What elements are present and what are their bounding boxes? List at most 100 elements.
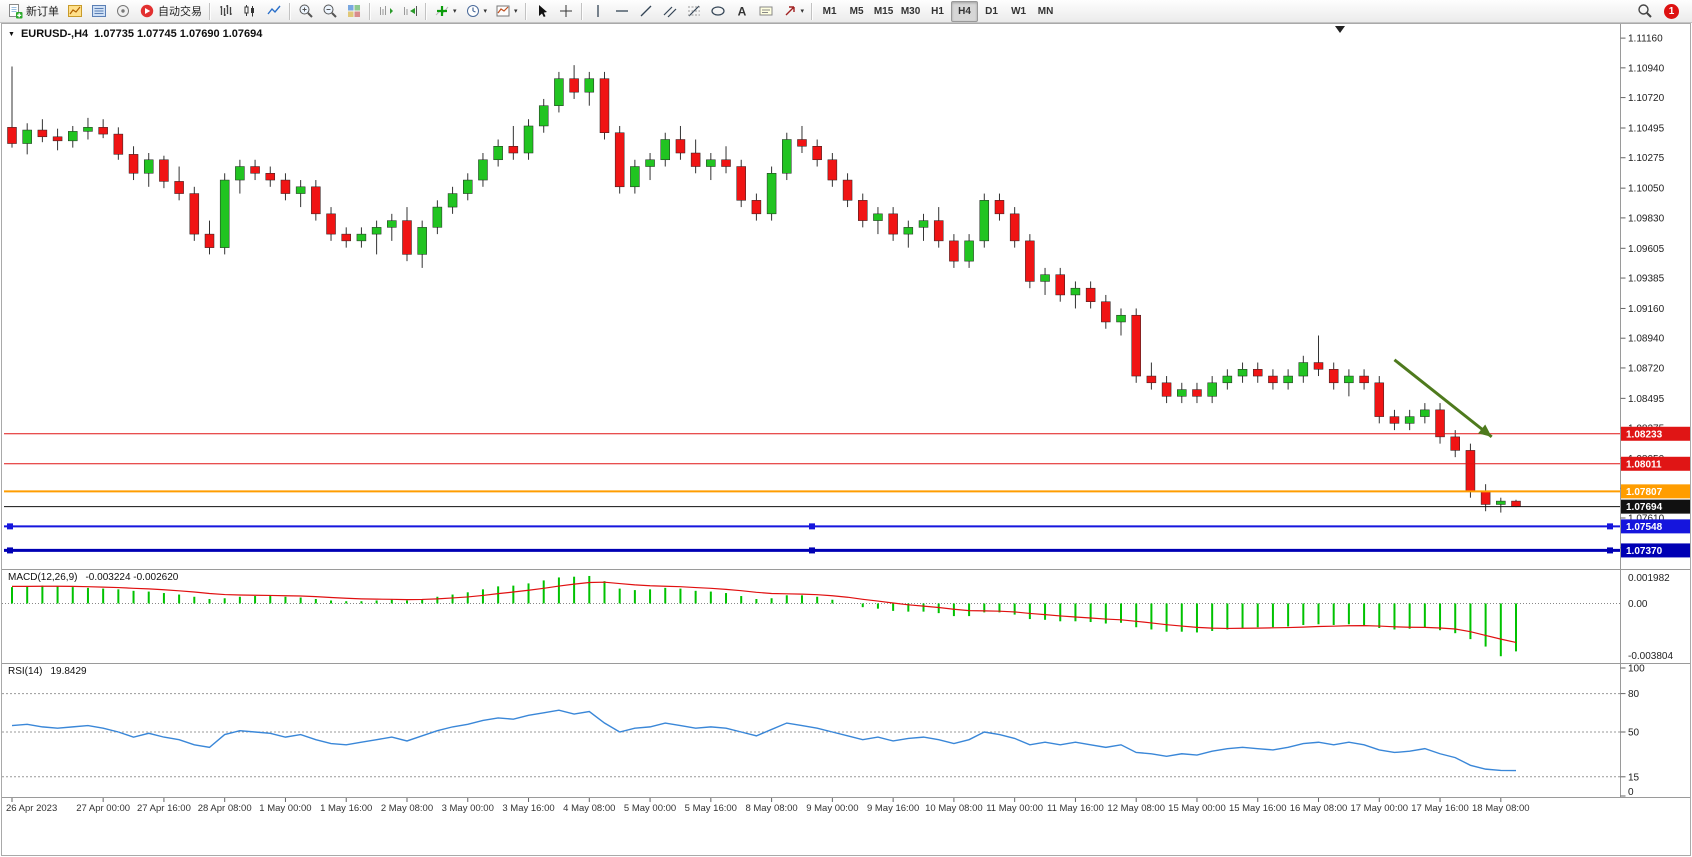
text-label-tool-button[interactable] <box>754 1 778 22</box>
ellipse-shape-icon <box>710 6 725 16</box>
periods-caret-icon: ▾ <box>483 8 488 15</box>
svg-text:12 May 08:00: 12 May 08:00 <box>1107 803 1165 814</box>
candlestick-chart-button[interactable] <box>238 1 262 22</box>
svg-text:1.10495: 1.10495 <box>1628 124 1665 135</box>
trendline-tool-button[interactable] <box>634 1 658 22</box>
toolbar-separator <box>209 2 211 20</box>
horizontal-line-tool-button[interactable] <box>610 1 634 22</box>
timeframe-mn-button[interactable]: MN <box>1032 1 1059 22</box>
timeframe-m1-button[interactable]: M1 <box>816 1 843 22</box>
fibonacci-tool-button[interactable] <box>682 1 706 22</box>
timeframe-group: M1 M5 M15 M30 H1 H4 D1 W1 MN <box>816 0 1059 22</box>
auto-scroll-icon <box>380 6 393 15</box>
svg-text:1.10940: 1.10940 <box>1628 63 1665 74</box>
svg-text:50: 50 <box>1628 728 1640 739</box>
svg-text:27 Apr 00:00: 27 Apr 00:00 <box>76 803 130 814</box>
svg-text:28 Apr 08:00: 28 Apr 08:00 <box>198 803 252 814</box>
horizontal-line-1.07807[interactable]: 1.07807 <box>4 484 1690 499</box>
chart-symbol-period: EURUSD-,H4 <box>20 28 89 40</box>
navigator-button[interactable] <box>111 1 135 22</box>
navigator-icon <box>117 5 129 17</box>
timeframe-w1-button[interactable]: W1 <box>1005 1 1032 22</box>
cursor-icon <box>538 5 547 17</box>
svg-text:16 May 08:00: 16 May 08:00 <box>1290 803 1348 814</box>
svg-text:17 May 00:00: 17 May 00:00 <box>1350 803 1408 814</box>
timeframe-h4-button[interactable]: H4 <box>951 0 979 22</box>
macd-title: MACD(12,26,9) <box>8 572 78 583</box>
svg-text:4 May 08:00: 4 May 08:00 <box>563 803 615 814</box>
channel-tool-button[interactable] <box>658 1 682 22</box>
zoom-out-button[interactable] <box>318 1 342 22</box>
candlestick-series <box>7 65 1521 513</box>
svg-text:0.001982: 0.001982 <box>1628 573 1670 584</box>
market-watch-button[interactable] <box>63 1 87 22</box>
horizontal-line-1.07548[interactable]: 1.07548 <box>4 519 1690 534</box>
bar-chart-icon <box>220 5 232 16</box>
templates-caret-icon: ▾ <box>514 8 518 15</box>
text-tool-button[interactable]: A <box>730 1 754 22</box>
svg-text:1.08495: 1.08495 <box>1628 394 1665 405</box>
svg-text:-0.003804: -0.003804 <box>1628 651 1673 662</box>
new-order-button[interactable]: 新订单 <box>3 1 63 22</box>
vertical-line-tool-button[interactable] <box>586 1 610 22</box>
timeframe-m30-button[interactable]: M30 <box>897 1 924 22</box>
trend-arrow[interactable] <box>1393 358 1493 439</box>
search-button[interactable] <box>1633 1 1657 22</box>
cursor-button[interactable] <box>530 1 554 22</box>
shapes-tool-button[interactable] <box>706 1 730 22</box>
price-tag-1.07370: 1.07370 <box>1621 543 1690 558</box>
symbol-marker-icon: ▼ <box>8 30 15 38</box>
crosshair-button[interactable] <box>554 1 578 22</box>
autotrading-icon <box>140 4 154 18</box>
svg-text:10 May 08:00: 10 May 08:00 <box>925 803 983 814</box>
vertical-line-icon <box>596 5 599 17</box>
svg-text:11 May 16:00: 11 May 16:00 <box>1047 803 1104 814</box>
svg-text:1.09605: 1.09605 <box>1628 244 1665 255</box>
chart-shift-button[interactable] <box>398 1 422 22</box>
zoom-out-icon <box>323 4 337 18</box>
toolbar-separator <box>524 2 527 20</box>
svg-text:1.07807: 1.07807 <box>1626 487 1663 498</box>
svg-text:1.08720: 1.08720 <box>1628 363 1665 374</box>
svg-text:1.07610: 1.07610 <box>1628 513 1665 524</box>
svg-text:100: 100 <box>1628 664 1645 675</box>
indicators-button[interactable]: ▾ <box>430 1 461 22</box>
timeframe-m15-button[interactable]: M15 <box>870 1 897 22</box>
periods-button[interactable]: ▾ <box>461 1 492 22</box>
auto-scroll-button[interactable] <box>374 1 398 22</box>
current-price-line-1.07694[interactable]: 1.07694 <box>4 499 1690 514</box>
autotrading-button[interactable]: 自动交易 <box>135 1 206 22</box>
timeframe-m5-button[interactable]: M5 <box>843 1 870 22</box>
bar-chart-button[interactable] <box>214 1 238 22</box>
timeframe-d1-button[interactable]: D1 <box>978 1 1005 22</box>
timeframe-h1-button[interactable]: H1 <box>924 1 951 22</box>
price-tag-1.07548: 1.07548 <box>1621 519 1690 534</box>
indicators-icon <box>435 6 449 16</box>
svg-text:1.08940: 1.08940 <box>1628 334 1665 345</box>
svg-text:9 May 00:00: 9 May 00:00 <box>806 803 858 814</box>
horizontal-line-1.08233[interactable]: 1.08233 <box>4 426 1690 441</box>
svg-text:17 May 16:00: 17 May 16:00 <box>1411 803 1469 814</box>
arrows-caret-icon: ▾ <box>800 8 805 15</box>
horizontal-line-1.08011[interactable]: 1.08011 <box>4 456 1690 471</box>
notification-badge[interactable]: 1 <box>1664 3 1679 19</box>
indicators-caret-icon: ▾ <box>453 8 457 15</box>
zoom-in-button[interactable] <box>294 1 318 22</box>
chart-title: ▼ EURUSD-,H4 1.07735 1.07745 1.07690 1.0… <box>8 28 262 40</box>
tile-windows-button[interactable] <box>342 1 366 22</box>
price-tag-1.08011: 1.08011 <box>1621 456 1690 471</box>
templates-button[interactable]: ▾ <box>491 1 522 22</box>
svg-text:5 May 00:00: 5 May 00:00 <box>624 803 676 814</box>
svg-text:0: 0 <box>1628 787 1634 798</box>
autotrading-label: 自动交易 <box>158 6 202 18</box>
svg-text:11 May 00:00: 11 May 00:00 <box>986 803 1043 814</box>
svg-text:1 May 16:00: 1 May 16:00 <box>320 803 372 814</box>
horizontal-line-1.07370[interactable]: 1.07370 <box>4 543 1690 558</box>
line-chart-icon <box>267 5 281 15</box>
line-chart-button[interactable] <box>262 1 286 22</box>
chart-shift-marker-icon[interactable] <box>1335 26 1345 33</box>
price-tag-1.07694: 1.07694 <box>1621 499 1690 514</box>
data-window-button[interactable] <box>87 1 111 22</box>
arrows-tool-button[interactable]: ▾ <box>778 1 809 22</box>
